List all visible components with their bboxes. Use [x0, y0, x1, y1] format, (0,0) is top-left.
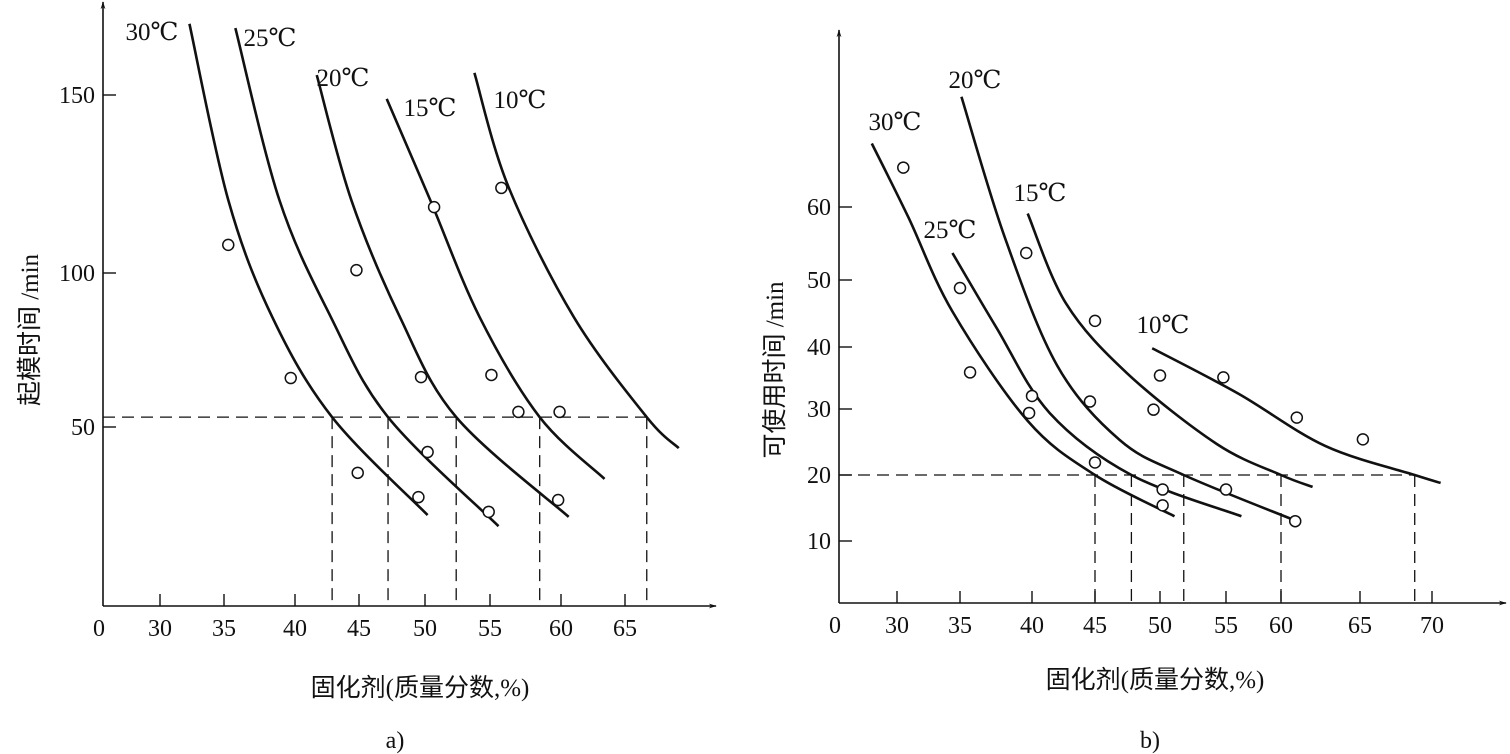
x-tick-label: 35: [212, 616, 236, 642]
data-point: [1153, 369, 1167, 382]
data-point: [414, 370, 428, 384]
curve-20c: [960, 96, 1295, 522]
x-tick-label: 45: [1083, 613, 1107, 639]
chart-b-y-axis-label: 可使用时间 /min: [761, 281, 789, 459]
x-tick-label: 0: [93, 616, 105, 642]
curve-15c: [1026, 213, 1314, 489]
x-tick-label: 60: [1269, 613, 1293, 639]
curve-label: 20℃: [949, 67, 1002, 94]
x-tick-label: 50: [1148, 613, 1172, 639]
curve-label: 25℃: [244, 25, 297, 52]
data-point: [284, 371, 297, 385]
data-point: [963, 366, 977, 379]
curve-label: 10℃: [1137, 312, 1190, 339]
data-point: [1356, 433, 1370, 446]
curve-15c: [385, 98, 606, 480]
curve-label: 10℃: [494, 87, 547, 114]
x-tick-label: 60: [549, 616, 573, 642]
data-point: [1156, 483, 1169, 496]
data-point: [427, 200, 441, 214]
x-tick-label: 55: [478, 616, 502, 642]
curve-30c: [870, 142, 1176, 518]
data-point: [412, 490, 425, 504]
curve-20c: [315, 74, 570, 518]
curve-label: 20℃: [317, 65, 370, 92]
curve-label: 30℃: [126, 19, 179, 46]
data-point: [953, 281, 967, 295]
data-point: [351, 466, 364, 480]
chart-b-pot-life: b) 固化剂(质量分数,%) 可使用时间 /min 0 30 35 40 45 50 55 6…: [761, 29, 1507, 754]
chart-a-demold-time: a) 固化剂(质量分数,%) 起模时间 /min 0 30 35 40 45 50 55 60…: [16, 1, 717, 754]
x-tick-label: 0: [829, 613, 841, 639]
data-point: [1022, 406, 1036, 420]
data-point: [1019, 246, 1033, 260]
data-point: [1025, 389, 1039, 403]
curve-label: 25℃: [924, 217, 977, 244]
y-tick-label: 40: [807, 335, 831, 361]
data-point: [1156, 499, 1169, 512]
y-tick-label: 10: [807, 529, 831, 555]
data-point: [1083, 395, 1097, 408]
data-point: [1088, 314, 1102, 328]
curve-10c: [473, 72, 680, 450]
curve-25c: [234, 27, 500, 528]
chart-b-caption: b): [1140, 728, 1160, 754]
y-tick-label: 60: [807, 195, 831, 221]
curve-label: 30℃: [869, 109, 922, 136]
x-tick-label: 65: [613, 616, 637, 642]
x-tick-label: 70: [1420, 613, 1444, 639]
x-tick-label: 65: [1348, 613, 1372, 639]
y-tick-label: 100: [59, 261, 95, 287]
data-point: [1219, 483, 1233, 496]
y-tick-label: 50: [807, 268, 831, 294]
x-tick-label: 45: [347, 616, 371, 642]
x-tick-label: 30: [885, 613, 909, 639]
data-point: [1288, 514, 1302, 528]
curve-label: 15℃: [1014, 180, 1067, 207]
data-point: [1290, 411, 1304, 424]
chart-a-y-axis-label: 起模时间 /min: [16, 253, 44, 406]
chart-a-caption: a): [386, 728, 405, 754]
x-tick-label: 55: [1214, 613, 1238, 639]
data-point: [512, 405, 525, 419]
y-tick-label: 30: [807, 397, 831, 423]
x-tick-label: 50: [413, 616, 437, 642]
data-point: [1088, 456, 1102, 469]
data-point: [350, 263, 363, 277]
data-point: [1147, 403, 1160, 416]
x-tick-label: 40: [283, 616, 307, 642]
data-point: [421, 445, 434, 459]
data-point: [897, 161, 910, 174]
curve-30c: [188, 23, 429, 516]
curve-10c: [1151, 347, 1442, 485]
data-point: [222, 238, 235, 252]
x-tick-label: 30: [148, 616, 172, 642]
curve-label: 15℃: [404, 95, 457, 122]
y-tick-label: 150: [59, 83, 95, 109]
data-point: [495, 181, 508, 195]
x-tick-label: 35: [948, 613, 972, 639]
data-point: [482, 505, 495, 519]
x-tick-label: 40: [1020, 613, 1044, 639]
y-tick-label: 20: [807, 463, 831, 489]
data-point: [1217, 371, 1230, 384]
chart-b-x-axis-label: 固化剂(质量分数,%): [1046, 666, 1265, 694]
data-point: [551, 493, 565, 507]
data-point: [485, 368, 498, 382]
chart-a-x-axis-label: 固化剂(质量分数,%): [311, 674, 530, 702]
y-tick-label: 50: [71, 415, 95, 441]
data-point: [553, 405, 566, 419]
